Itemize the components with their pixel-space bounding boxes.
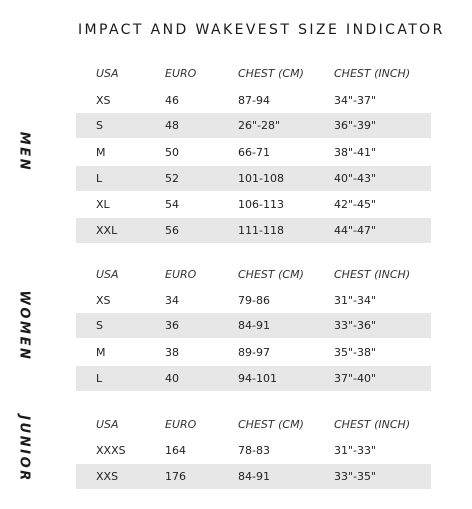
table-row: S 48 26"-28" 36"-39" <box>76 113 431 138</box>
cell-chest-cm: 66-71 <box>238 146 270 159</box>
cell-euro: 52 <box>165 172 179 185</box>
cell-usa: L <box>96 372 103 385</box>
cell-usa: XL <box>96 198 110 211</box>
cell-chest-inch: 33"-36" <box>334 319 377 332</box>
page-title: IMPACT AND WAKEVEST SIZE INDICATOR <box>78 22 445 38</box>
cell-chest-cm: 26"-28" <box>238 119 281 132</box>
cell-usa: S <box>96 119 103 132</box>
table-header-row: USA EURO CHEST (CM) CHEST (INCH) <box>76 412 431 437</box>
cell-chest-cm: 89-97 <box>238 346 270 359</box>
cell-usa: XS <box>96 94 111 107</box>
cell-euro: 50 <box>165 146 179 159</box>
header-usa: USA <box>96 268 119 281</box>
header-chest-cm: CHEST (CM) <box>238 67 304 80</box>
cell-usa: L <box>96 172 103 185</box>
cell-euro: 34 <box>165 294 179 307</box>
cell-euro: 36 <box>165 319 179 332</box>
cell-usa: XS <box>96 294 111 307</box>
header-chest-cm: CHEST (CM) <box>238 418 304 431</box>
cell-chest-inch: 44"-47" <box>334 224 377 237</box>
cell-chest-cm: 84-91 <box>238 470 270 483</box>
cell-chest-cm: 84-91 <box>238 319 270 332</box>
cell-usa: S <box>96 319 103 332</box>
cell-euro: 176 <box>165 470 186 483</box>
cell-euro: 38 <box>165 346 179 359</box>
section-label-men: MEN <box>16 131 32 173</box>
header-usa: USA <box>96 418 119 431</box>
header-euro: EURO <box>165 418 197 431</box>
cell-chest-inch: 33"-35" <box>334 470 377 483</box>
table-row: XS 34 79-86 31"-34" <box>76 288 431 313</box>
cell-chest-inch: 40"-43" <box>334 172 377 185</box>
cell-chest-cm: 106-113 <box>238 198 284 211</box>
table-header-row: USA EURO CHEST (CM) CHEST (INCH) <box>76 262 431 287</box>
cell-euro: 48 <box>165 119 179 132</box>
table-row: XXXS 164 78-83 31"-33" <box>76 438 431 463</box>
table-row: XL 54 106-113 42"-45" <box>76 192 431 217</box>
table-row: M 50 66-71 38"-41" <box>76 140 431 165</box>
table-row: S 36 84-91 33"-36" <box>76 313 431 338</box>
cell-usa: XXS <box>96 470 119 483</box>
header-chest-inch: CHEST (INCH) <box>334 268 411 281</box>
table-row: L 52 101-108 40"-43" <box>76 166 431 191</box>
cell-chest-inch: 31"-34" <box>334 294 377 307</box>
cell-chest-inch: 35"-38" <box>334 346 377 359</box>
cell-chest-inch: 37"-40" <box>334 372 377 385</box>
cell-chest-cm: 78-83 <box>238 444 270 457</box>
table-row: XS 46 87-94 34"-37" <box>76 88 431 113</box>
cell-chest-cm: 79-86 <box>238 294 270 307</box>
cell-usa: XXL <box>96 224 118 237</box>
table-row: XXL 56 111-118 44"-47" <box>76 218 431 243</box>
header-usa: USA <box>96 67 119 80</box>
cell-usa: M <box>96 346 106 359</box>
cell-usa: M <box>96 146 106 159</box>
cell-chest-cm: 87-94 <box>238 94 270 107</box>
header-euro: EURO <box>165 268 197 281</box>
header-chest-inch: CHEST (INCH) <box>334 418 411 431</box>
cell-chest-inch: 34"-37" <box>334 94 377 107</box>
section-label-junior: JUNIOR <box>16 415 32 483</box>
cell-chest-cm: 94-101 <box>238 372 277 385</box>
cell-chest-inch: 36"-39" <box>334 119 377 132</box>
header-euro: EURO <box>165 67 197 80</box>
cell-usa: XXXS <box>96 444 126 457</box>
table-row: L 40 94-101 37"-40" <box>76 366 431 391</box>
cell-euro: 40 <box>165 372 179 385</box>
cell-chest-cm: 111-118 <box>238 224 284 237</box>
cell-euro: 56 <box>165 224 179 237</box>
cell-chest-cm: 101-108 <box>238 172 284 185</box>
header-chest-inch: CHEST (INCH) <box>334 67 411 80</box>
cell-chest-inch: 31"-33" <box>334 444 377 457</box>
cell-chest-inch: 42"-45" <box>334 198 377 211</box>
cell-chest-inch: 38"-41" <box>334 146 377 159</box>
table-row: M 38 89-97 35"-38" <box>76 340 431 365</box>
header-chest-cm: CHEST (CM) <box>238 268 304 281</box>
cell-euro: 164 <box>165 444 186 457</box>
cell-euro: 54 <box>165 198 179 211</box>
table-header-row: USA EURO CHEST (CM) CHEST (INCH) <box>76 61 431 86</box>
table-row: XXS 176 84-91 33"-35" <box>76 464 431 489</box>
cell-euro: 46 <box>165 94 179 107</box>
section-label-women: WOMEN <box>16 290 32 362</box>
